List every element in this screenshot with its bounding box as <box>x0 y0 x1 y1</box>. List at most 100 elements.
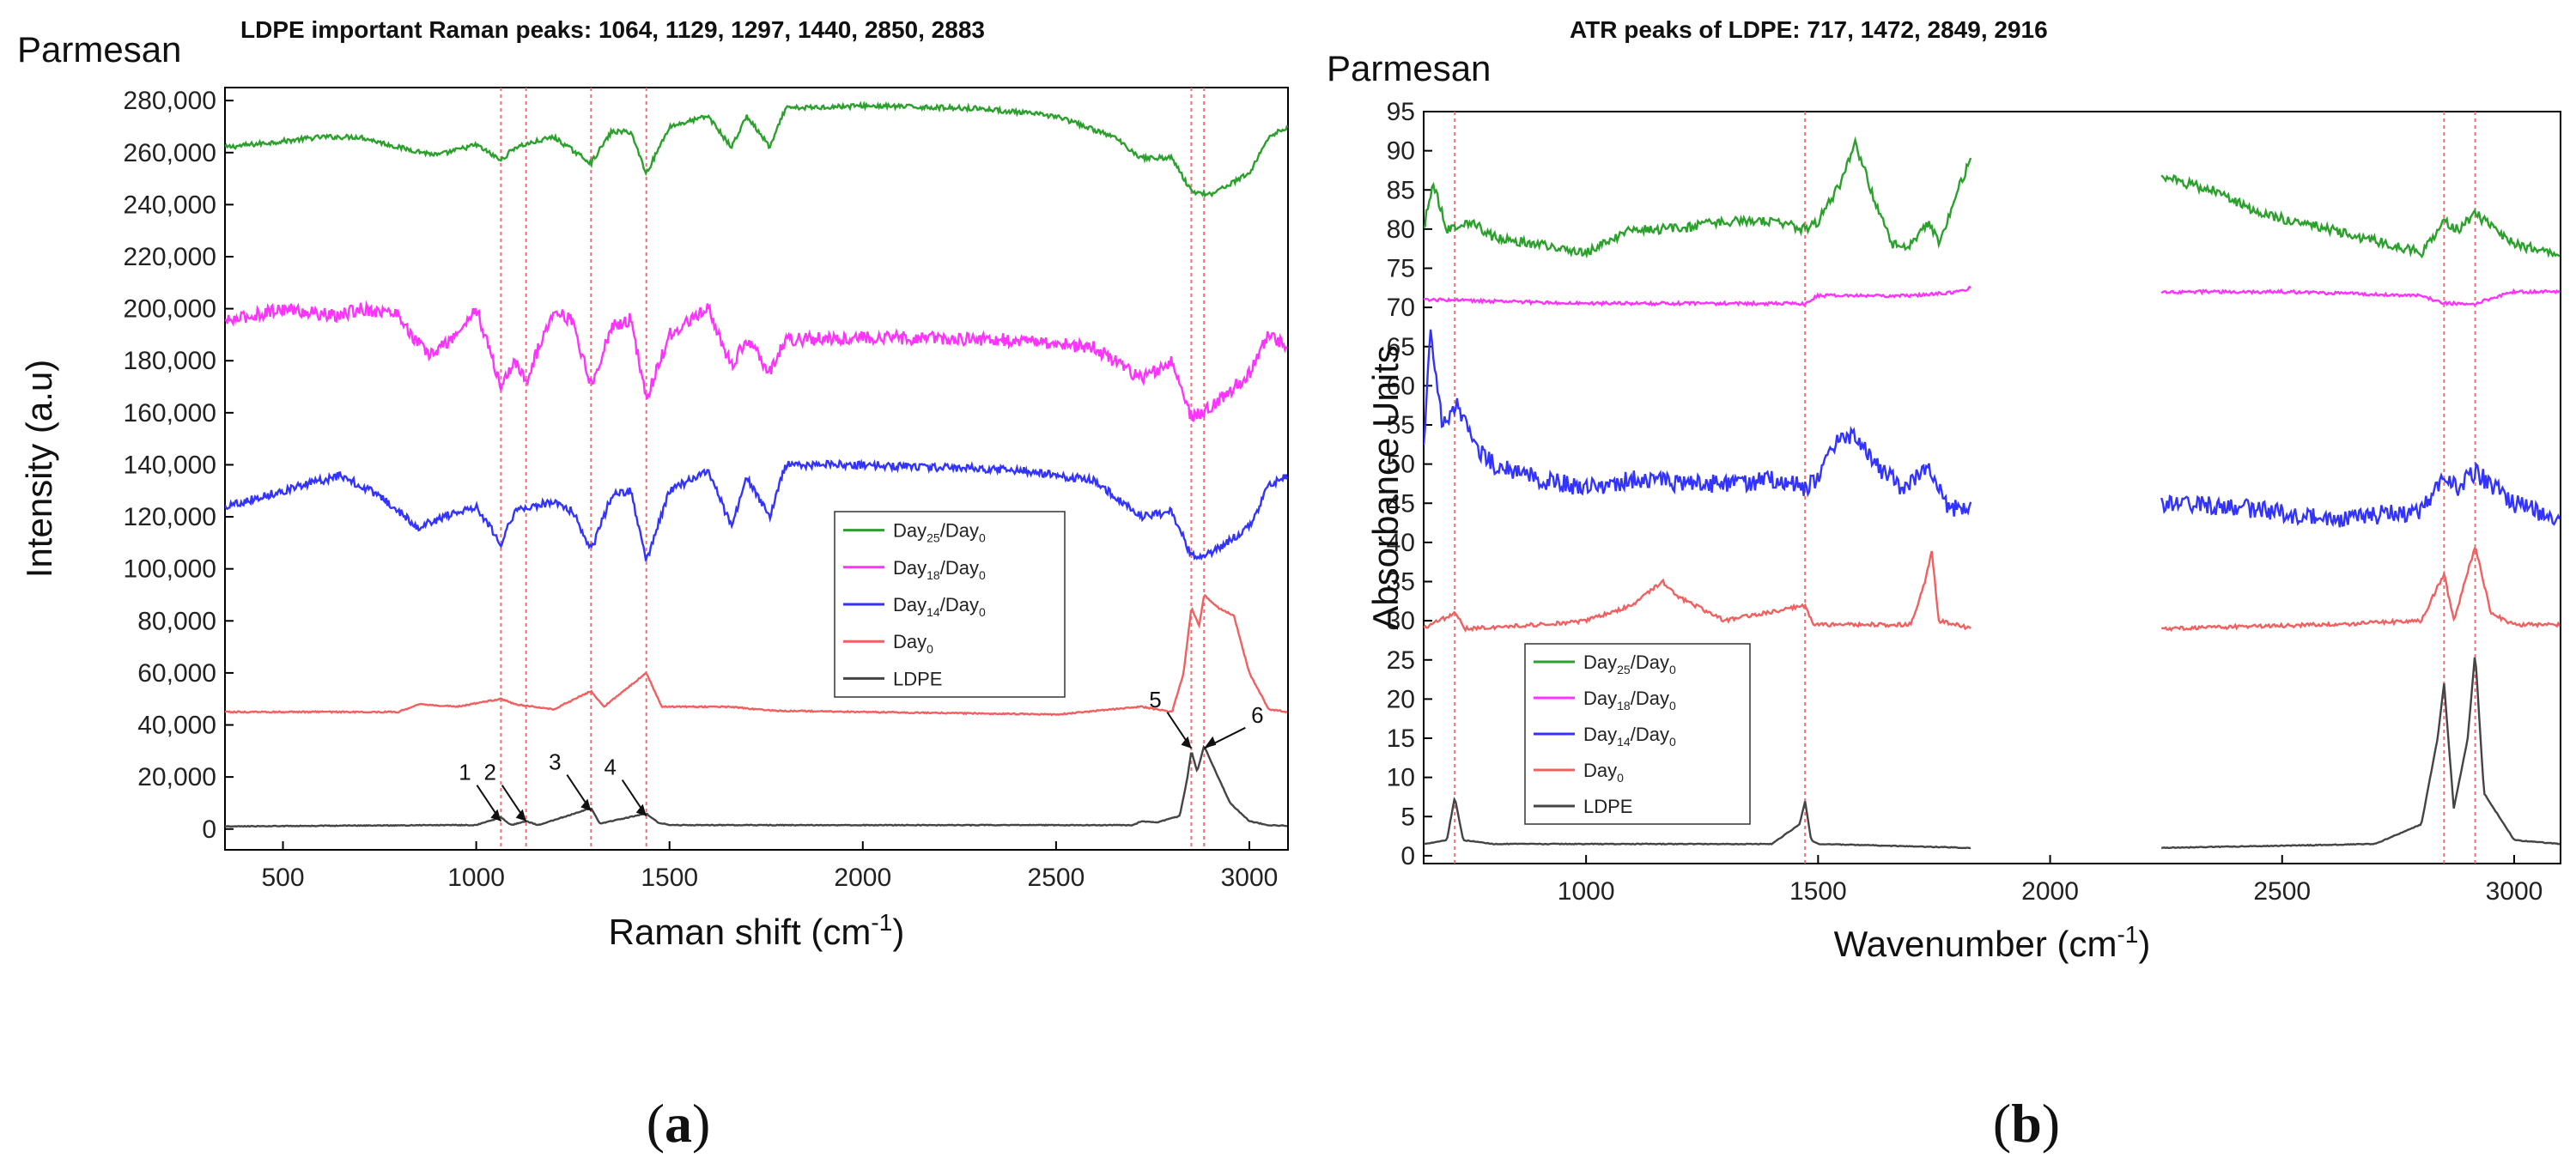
peak-arrow-head <box>490 809 501 821</box>
y-tick-label: 35 <box>1387 568 1415 597</box>
peak-arrow-head <box>635 803 647 816</box>
x-tick-label: 500 <box>261 864 304 892</box>
series-line-day14-day0 <box>1424 329 2561 528</box>
legend-label: Day18/Day0 <box>893 557 986 582</box>
sample-label: Parmesan <box>1327 48 1491 88</box>
legend-label-base: Day <box>893 520 927 542</box>
y-tick-label: 70 <box>1387 294 1415 322</box>
legend-label: Day0 <box>1583 760 1624 785</box>
legend-label-sub: 18 <box>927 568 940 582</box>
x-axis-title-close: ) <box>2138 924 2150 964</box>
y-tick-label: 85 <box>1387 176 1415 204</box>
series-line-day18-day0 <box>1424 285 2561 307</box>
y-tick-label: 45 <box>1387 489 1415 518</box>
legend-label-sub2: 0 <box>1669 699 1676 712</box>
chart-title: LDPE important Raman peaks: 1064, 1129, … <box>240 16 985 43</box>
y-tick-label: 10 <box>1387 764 1415 792</box>
plot-frame <box>1423 111 2561 864</box>
y-tick-label: 0 <box>1400 842 1415 870</box>
y-tick-label: 240,000 <box>124 191 216 219</box>
y-tick-label: 0 <box>202 815 216 844</box>
legend-label-mid: /Day <box>940 594 979 615</box>
panel-b-atr-chart: ATR peaks of LDPE: 717, 1472, 2849, 2916… <box>1327 16 2561 964</box>
series-line-ldpe <box>225 745 1288 828</box>
legend-label-sub2: 0 <box>979 568 986 582</box>
x-tick-label: 2000 <box>834 864 891 892</box>
plot-frame <box>224 87 1289 851</box>
y-tick-label: 160,000 <box>124 399 216 427</box>
legend-label-mid: /Day <box>940 520 979 542</box>
y-axis-title: Intensity (a.u) <box>19 360 59 578</box>
legend-label: Day14/Day0 <box>1583 724 1676 749</box>
panel-a-raman-chart: LDPE important Raman peaks: 1064, 1129, … <box>17 16 1289 952</box>
x-axis-title: Wavenumber (cm-1) <box>1834 921 2151 964</box>
legend-label-mid: /Day <box>1631 688 1669 709</box>
y-tick-label: 20,000 <box>137 763 216 791</box>
legend-label-sub2: 0 <box>979 531 986 545</box>
legend-label-sub: 14 <box>1617 735 1631 749</box>
legend-label: LDPE <box>1583 796 1632 817</box>
legend-label-base: LDPE <box>893 668 942 689</box>
peak-arrow-head <box>580 798 592 811</box>
peak-label: 4 <box>604 755 616 780</box>
series-line-day25-day0 <box>225 100 1288 198</box>
legend-label-sub2: 0 <box>1669 735 1676 749</box>
legend-label-sub: 14 <box>927 605 940 619</box>
x-tick-label: 1500 <box>1789 877 1847 906</box>
legend-label-base: Day <box>893 594 927 615</box>
legend-label-mid: /Day <box>940 557 979 579</box>
y-tick-label: 15 <box>1387 724 1415 753</box>
y-tick-label: 200,000 <box>124 295 216 324</box>
legend-label-sub: 25 <box>1617 663 1631 676</box>
legend-label-sub2: 0 <box>1669 663 1676 676</box>
peak-label: 6 <box>1251 702 1263 728</box>
peak-label: 1 <box>459 760 471 785</box>
y-tick-label: 40,000 <box>137 712 216 740</box>
peak-label: 2 <box>483 760 495 785</box>
peak-arrow-head <box>515 809 526 821</box>
y-tick-label: 90 <box>1387 137 1415 166</box>
series-line-day18-day0 <box>225 300 1288 422</box>
legend-label-sub2: 0 <box>979 605 986 619</box>
y-tick-label: 65 <box>1387 333 1415 361</box>
legend-label-base: Day <box>1583 760 1617 781</box>
legend-label-base: LDPE <box>1583 796 1632 817</box>
y-tick-label: 260,000 <box>124 139 216 167</box>
legend-label-base: Day <box>893 631 927 652</box>
y-tick-label: 30 <box>1387 607 1415 635</box>
x-tick-label: 3000 <box>1221 864 1279 892</box>
x-tick-label: 2500 <box>2253 877 2311 906</box>
y-tick-label: 220,000 <box>124 243 216 271</box>
series-line-day0 <box>225 593 1288 717</box>
legend-label: Day0 <box>893 631 933 656</box>
x-axis-title-close: ) <box>892 912 904 952</box>
y-tick-label: 80 <box>1387 215 1415 244</box>
x-tick-label: 1500 <box>641 864 698 892</box>
y-tick-label: 180,000 <box>124 347 216 375</box>
legend-label-sub: 0 <box>1617 771 1624 785</box>
x-axis-title-main: Wavenumber (cm <box>1834 924 2117 964</box>
caption-b: (b) <box>1993 1093 2060 1154</box>
series-line-day0 <box>1424 547 2561 633</box>
peak-arrow-head <box>1181 736 1192 749</box>
peak-arrow-head <box>1204 736 1217 749</box>
x-axis-title: Raman shift (cm-1) <box>609 909 905 952</box>
legend-label-sub: 0 <box>927 642 933 656</box>
x-axis-title-main: Raman shift (cm <box>609 912 872 952</box>
legend-label: Day14/Day0 <box>893 594 986 619</box>
series-line-day14-day0 <box>225 458 1288 561</box>
legend-label-base: Day <box>893 557 927 579</box>
y-tick-label: 55 <box>1387 411 1415 440</box>
y-tick-label: 25 <box>1387 646 1415 675</box>
y-tick-label: 120,000 <box>124 503 216 531</box>
peak-label: 3 <box>549 749 561 775</box>
y-tick-label: 75 <box>1387 255 1415 283</box>
chart-title: ATR peaks of LDPE: 717, 1472, 2849, 2916 <box>1570 16 2048 43</box>
y-tick-label: 50 <box>1387 451 1415 479</box>
y-tick-label: 280,000 <box>124 87 216 115</box>
series-line-day25-day0 <box>1424 136 2561 259</box>
series-line-ldpe <box>1424 657 2561 850</box>
